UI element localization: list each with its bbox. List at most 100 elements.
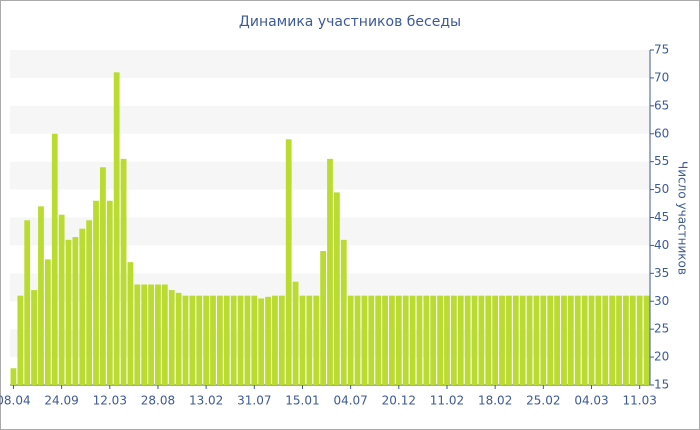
x-tick-label: 13.02 [189,394,223,408]
bar [382,295,388,385]
y-tick-label: 45 [654,210,669,224]
y-tick-label: 30 [654,294,669,308]
x-tick-label: 04.03 [574,394,608,408]
bar [141,284,148,385]
bar [313,295,320,385]
bar [595,295,602,385]
x-tick-label: 25.02 [526,394,560,408]
bar [72,237,79,385]
bar [65,239,72,385]
y-tick-label: 50 [654,182,669,196]
x-tick-label: 11.02 [430,394,464,408]
grid-band [10,50,650,78]
bar [389,295,395,385]
bar [554,295,560,385]
bar [643,295,650,385]
y-tick-label: 60 [654,126,669,140]
bar [602,295,609,385]
bar [134,284,141,385]
bar [361,295,368,385]
bar [182,295,189,385]
bar [175,292,182,385]
bar [10,368,17,385]
y-tick-label: 65 [654,98,669,112]
bar [168,290,175,385]
x-tick-label: 28.08 [141,394,175,408]
bar [223,295,230,385]
bar [444,295,450,385]
x-tick-label: 18.02 [478,394,512,408]
y-tick-label: 20 [654,350,669,364]
bar [127,262,134,385]
bar [148,284,154,385]
bar [340,239,347,385]
bar [58,214,65,385]
y-tick-label: 70 [654,70,669,84]
bar [574,295,581,385]
bar [285,139,292,385]
bar [333,192,340,385]
bar [519,295,526,385]
bar [561,295,567,385]
bar [93,200,99,385]
bar [506,295,512,385]
bar [437,295,443,385]
bar [292,281,299,385]
bar [368,295,375,385]
bar [244,295,251,385]
y-tick-label: 40 [654,238,669,252]
bar [499,295,505,385]
bar [588,295,595,385]
bar [210,295,216,385]
bar [430,295,437,385]
bar [402,295,409,385]
bar [478,295,485,385]
bar [24,220,31,385]
bar [251,295,258,385]
y-axis-label: Число участников [676,161,690,275]
bar [347,295,354,385]
bar [375,295,382,385]
bar [106,200,113,385]
bar [38,206,44,385]
bar [547,295,554,385]
x-tick-label: 24.09 [44,394,78,408]
x-tick-label: 15.01 [285,394,319,408]
bar [17,295,24,385]
bar [272,295,278,385]
bar [409,295,416,385]
bar [533,295,540,385]
x-tick-label: 04.07 [333,394,367,408]
bar [217,295,223,385]
bar [196,295,203,385]
bar [161,284,168,385]
bar [320,251,327,385]
bar [306,295,313,385]
bar [44,259,51,385]
grid-band [10,105,650,134]
bar [395,295,402,385]
bar [492,295,499,385]
bar [581,295,588,385]
bar [450,295,457,385]
y-tick-label: 25 [654,322,669,336]
bar [609,295,616,385]
bar [636,295,643,385]
x-tick-label: 08.04 [0,394,31,408]
bar [86,220,93,385]
bar [230,295,237,385]
x-tick-label: 31.07 [237,394,271,408]
bar [485,295,492,385]
x-tick-label: 11.03 [622,394,656,408]
bar [416,295,423,385]
bar [354,295,361,385]
y-tick-label: 55 [654,154,669,168]
bar [423,295,430,385]
y-tick-label: 15 [654,378,669,392]
chart-title: Динамика участников беседы [239,14,461,30]
bar [155,284,161,385]
bar [258,298,265,385]
bar [51,133,58,385]
bar [457,295,464,385]
